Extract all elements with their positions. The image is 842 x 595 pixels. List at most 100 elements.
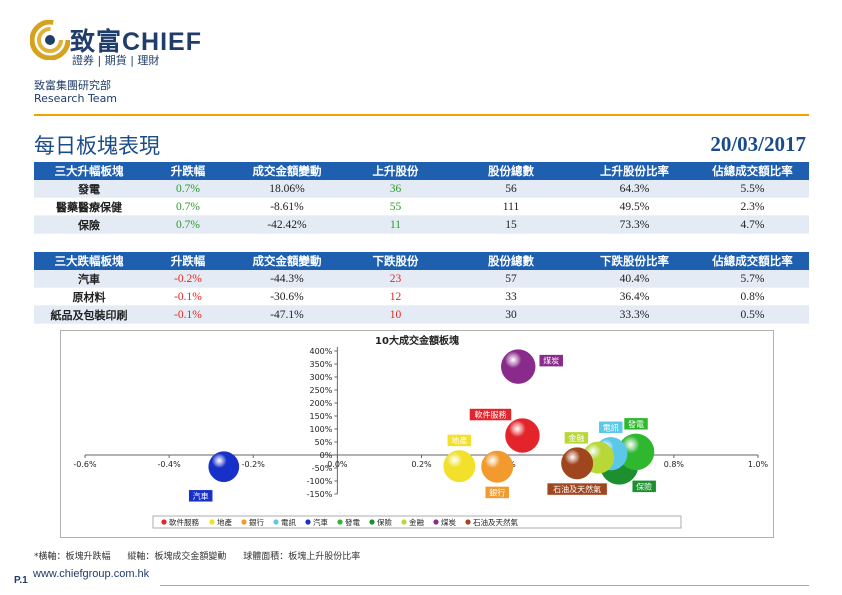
table-cell: 36.4%: [573, 287, 696, 306]
table-row: 汽車 -0.2% -44.3% 23 57 40.4% 5.7%: [34, 270, 809, 288]
page-title: 每日板塊表現: [34, 134, 160, 158]
y-tick-label: 100%: [310, 425, 333, 434]
footnote: *橫軸：板塊升跌幅 縱軸：板塊成交金額變動 球體面積：板塊上升股份比率: [34, 549, 374, 562]
table-header-cell: 下跌股份比率: [573, 252, 696, 270]
legend-marker: [369, 519, 375, 525]
top-gainers-table: 三大升幅板塊 升跌幅 成交金額變動 上升股份 股份總數 上升股份比率 佔總成交額比率 發電 0…: [34, 162, 809, 234]
chart-legend: [152, 515, 682, 529]
bubble-label-box: [469, 408, 512, 421]
bubble-汽車: [208, 451, 240, 483]
bubble-label-box: [447, 434, 472, 447]
bubble-label: 電訊: [603, 422, 619, 432]
table-row: 保險 0.7% -42.42% 11 15 73.3% 4.7%: [34, 215, 809, 234]
y-tick-label: -150%: [307, 490, 333, 499]
table-header-cell: 股份總數: [449, 162, 573, 180]
legend-label: 煤炭: [441, 517, 456, 527]
y-tick-label: 200%: [310, 399, 333, 408]
table-cell: 111: [449, 197, 573, 216]
legend-marker: [161, 519, 167, 525]
table-header-cell: 三大升幅板塊: [34, 162, 144, 180]
table-cell: 5.7%: [696, 270, 809, 288]
table-cell: 0.7%: [144, 197, 232, 216]
table-cell: -47.1%: [232, 305, 342, 324]
table-header-cell: 上升股份: [342, 162, 449, 180]
x-tick-label: 0.0%: [327, 460, 348, 469]
table-cell: 15: [449, 215, 573, 234]
y-tick-label: 300%: [310, 373, 333, 382]
table-cell: -30.6%: [232, 287, 342, 306]
bubble-chart: 10大成交金額板塊-0.6%-0.4%-0.2%0.0%0.2%0.4%0.6%…: [60, 330, 774, 538]
table-cell: 4.7%: [696, 215, 809, 234]
x-tick-label: -0.2%: [242, 460, 266, 469]
bubble-label-box: [598, 421, 624, 434]
table-cell: -0.1%: [144, 287, 232, 306]
table-header-cell: 升跌幅: [144, 252, 232, 270]
legend-marker: [305, 519, 311, 525]
legend-label: 石油及天然氣: [473, 517, 518, 527]
x-tick-label: -0.4%: [158, 460, 182, 469]
table-cell: 原材料: [34, 287, 144, 306]
divider-top: [34, 114, 809, 116]
page-number: P.1: [14, 575, 28, 586]
table-cell: 發電: [34, 180, 144, 198]
x-tick-label: 0.8%: [664, 460, 685, 469]
table-row: 原材料 -0.1% -30.6% 12 33 36.4% 0.8%: [34, 287, 809, 306]
table-cell: -44.3%: [232, 270, 342, 288]
table-cell: 5.5%: [696, 180, 809, 198]
table-header-cell: 佔總成交額比率: [696, 252, 809, 270]
footnote-y-axis: 縱軸：板塊成交金額變動: [127, 552, 227, 562]
bubble-銀行: [481, 450, 514, 483]
table-cell: 保險: [34, 215, 144, 234]
bubble-軟件服務: [505, 418, 540, 453]
bubble-label: 煤炭: [543, 356, 559, 366]
brand-name: 致富CHIEF: [70, 28, 203, 56]
table-row: 紙品及包裝印刷 -0.1% -47.1% 10 30 33.3% 0.5%: [34, 305, 809, 324]
table-cell: 紙品及包裝印刷: [34, 305, 144, 324]
bubble-石油及天然氣: [561, 447, 594, 480]
table-header-cell: 三大跌幅板塊: [34, 252, 144, 270]
y-tick-label: -100%: [307, 477, 333, 486]
table-cell: 33: [449, 287, 573, 306]
table-cell: 73.3%: [573, 215, 696, 234]
department: 致富集團研究部 Research Team: [34, 79, 117, 105]
table-cell: 36: [342, 180, 449, 198]
table-row: 醫藥醫療保健 0.7% -8.61% 55 111 49.5% 2.3%: [34, 197, 809, 216]
legend-label: 銀行: [249, 517, 264, 527]
y-tick-label: 0%: [320, 451, 333, 460]
bubble-label-box: [484, 486, 510, 499]
table-header-cell: 上升股份比率: [573, 162, 696, 180]
bubble-label-box: [564, 431, 589, 445]
bubble-label-box: [188, 489, 213, 503]
table-cell: 30: [449, 305, 573, 324]
bubble-label: 地產: [451, 435, 467, 445]
table-cell: -42.42%: [232, 215, 342, 234]
table-cell: 2.3%: [696, 197, 809, 216]
y-tick-label: 400%: [310, 347, 333, 356]
x-tick-label: 0.2%: [411, 460, 432, 469]
bubble-label: 軟件服務: [474, 410, 506, 420]
legend-label: 汽車: [313, 517, 328, 527]
website-link[interactable]: www.chiefgroup.com.hk: [33, 568, 150, 580]
legend-marker: [273, 519, 279, 525]
bubble-label: 石油及天然氣: [553, 484, 601, 494]
chief-logo-icon: [30, 20, 70, 60]
table-cell: 12: [342, 287, 449, 306]
table-cell: 0.7%: [144, 215, 232, 234]
bubble-chart-svg: 10大成交金額板塊-0.6%-0.4%-0.2%0.0%0.2%0.4%0.6%…: [73, 334, 769, 529]
legend-marker: [465, 519, 471, 525]
bubble-地產: [443, 450, 476, 483]
table-cell: -0.1%: [144, 305, 232, 324]
brand-tagline: 證券 | 期貨 | 理財: [72, 54, 160, 67]
divider-bottom: [160, 585, 809, 586]
bubble-label-box: [623, 417, 649, 431]
x-tick-label: -0.6%: [73, 460, 97, 469]
table-row: 發電 0.7% 18.06% 36 56 64.3% 5.5%: [34, 180, 809, 198]
table-cell: 汽車: [34, 270, 144, 288]
table-header-cell: 佔總成交額比率: [696, 162, 809, 180]
table-cell: 56: [449, 180, 573, 198]
table-cell: 醫藥醫療保健: [34, 197, 144, 216]
footnote-bubble: 球體面積：板塊上升股份比率: [243, 552, 361, 562]
bubble-label-box: [546, 482, 608, 496]
table-header-cell: 成交金額變動: [232, 162, 342, 180]
legend-marker: [241, 519, 247, 525]
